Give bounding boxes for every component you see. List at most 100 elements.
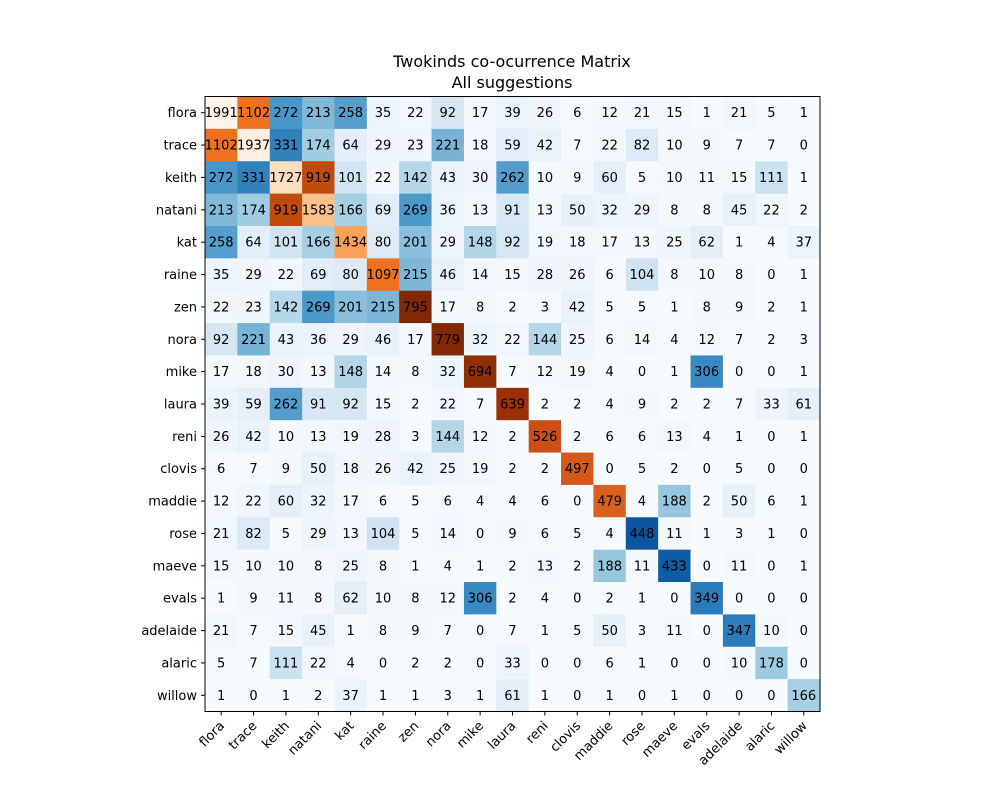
- cell-value-label: 5: [638, 462, 646, 477]
- heatmap-cell: [205, 258, 238, 292]
- heatmap-cell: [755, 582, 789, 615]
- cell-value-label: 7: [573, 139, 581, 154]
- heatmap-cell: [205, 420, 238, 454]
- heatmap-cell: [399, 420, 433, 454]
- heatmap-cell: [334, 420, 368, 454]
- cell-value-label: 29: [310, 527, 327, 542]
- heatmap-cell: [755, 258, 789, 292]
- cell-value-label: 0: [638, 689, 646, 704]
- cell-value-label: 45: [310, 624, 327, 639]
- cell-value-label: 17: [472, 106, 489, 121]
- cell-value-label: 28: [537, 268, 554, 283]
- cell-value-label: 14: [472, 268, 489, 283]
- cell-value-label: 6: [605, 268, 613, 283]
- cell-value-label: 2: [573, 559, 581, 574]
- cell-value-label: 6: [605, 430, 613, 445]
- heatmap-cell: [269, 387, 303, 421]
- cell-value-label: 5: [411, 495, 419, 510]
- cell-value-label: 29: [375, 139, 392, 154]
- cell-value-label: 5: [217, 656, 225, 671]
- cell-value-label: 13: [310, 430, 327, 445]
- heatmap-cell: [237, 679, 271, 713]
- cell-value-label: 8: [476, 300, 484, 315]
- cell-value-label: 10: [245, 559, 262, 574]
- cell-value-label: 60: [278, 495, 295, 510]
- heatmap-cell: [496, 517, 530, 551]
- cell-value-label: 262: [500, 171, 525, 186]
- cell-value-label: 5: [282, 527, 290, 542]
- heatmap-cell: [205, 452, 238, 486]
- heatmap-cell: [496, 290, 530, 324]
- cell-value-label: 272: [274, 106, 299, 121]
- heatmap-cell: [269, 323, 303, 357]
- cell-value-label: 1: [638, 592, 646, 607]
- cell-value-label: 12: [472, 430, 489, 445]
- heatmap-cell: [366, 614, 400, 648]
- cell-value-label: 433: [662, 559, 687, 574]
- heatmap-cell: [658, 679, 692, 713]
- heatmap-cell: [463, 225, 497, 259]
- heatmap-cell: [205, 323, 238, 357]
- heatmap-cell: [399, 225, 433, 259]
- cell-value-label: 2: [508, 430, 516, 445]
- cell-value-label: 201: [338, 300, 363, 315]
- heatmap-cell: [237, 161, 271, 195]
- cell-value-label: 22: [278, 268, 295, 283]
- heatmap-cell: [722, 193, 756, 227]
- heatmap-cell: [625, 128, 659, 162]
- heatmap-cell: [496, 193, 530, 227]
- heatmap-cell: [690, 549, 724, 583]
- heatmap-cell: [722, 679, 756, 713]
- cell-value-label: 5: [767, 106, 775, 121]
- cell-value-label: 0: [249, 689, 257, 704]
- cell-value-label: 43: [278, 333, 295, 348]
- cell-value-label: 0: [767, 559, 775, 574]
- heatmap-cell: [787, 614, 821, 648]
- cell-value-label: 0: [767, 462, 775, 477]
- x-tick-label: kat: [332, 719, 357, 744]
- heatmap-cell: [463, 96, 497, 130]
- cell-value-label: 1: [800, 430, 808, 445]
- cell-value-label: 0: [767, 430, 775, 445]
- heatmap-cell: [431, 355, 465, 389]
- cell-value-label: 1991: [205, 106, 238, 121]
- heatmap-cell: [528, 517, 562, 551]
- cell-value-label: 269: [306, 300, 331, 315]
- heatmap-cell: [205, 582, 238, 615]
- heatmap-cell: [690, 679, 724, 713]
- cell-value-label: 6: [605, 333, 613, 348]
- cell-value-label: 1: [800, 106, 808, 121]
- cell-value-label: 2: [541, 398, 549, 413]
- cell-value-label: 46: [439, 268, 456, 283]
- heatmap-cell: [496, 355, 530, 389]
- heatmap-cell: [690, 517, 724, 551]
- heatmap-cell: [269, 646, 303, 680]
- heatmap-cell: [528, 582, 562, 615]
- cell-value-label: 32: [439, 365, 456, 380]
- heatmap-cell: [237, 225, 271, 259]
- cell-value-label: 23: [245, 300, 262, 315]
- cell-value-label: 6: [444, 495, 452, 510]
- heatmap-cell: [561, 290, 595, 324]
- heatmap-cell: [561, 646, 595, 680]
- heatmap-cell: [334, 193, 368, 227]
- cell-value-label: 25: [666, 236, 683, 251]
- cell-value-label: 29: [245, 268, 262, 283]
- heatmap-cell: [366, 290, 400, 324]
- cell-value-label: 1: [347, 624, 355, 639]
- cell-value-label: 1: [282, 689, 290, 704]
- cell-value-label: 5: [411, 527, 419, 542]
- cell-value-label: 479: [597, 495, 622, 510]
- cell-value-label: 0: [638, 365, 646, 380]
- heatmap-cell: [269, 484, 303, 518]
- cell-value-label: 18: [472, 139, 489, 154]
- cell-value-label: 69: [375, 203, 392, 218]
- cell-value-label: 13: [537, 559, 554, 574]
- heatmap-cell: [755, 323, 789, 357]
- heatmap-cell: [237, 517, 271, 551]
- heatmap-cell: [269, 452, 303, 486]
- heatmap-cell: [334, 614, 368, 648]
- cell-value-label: 19: [342, 430, 359, 445]
- cell-value-label: 919: [274, 203, 299, 218]
- cell-value-label: 17: [601, 236, 618, 251]
